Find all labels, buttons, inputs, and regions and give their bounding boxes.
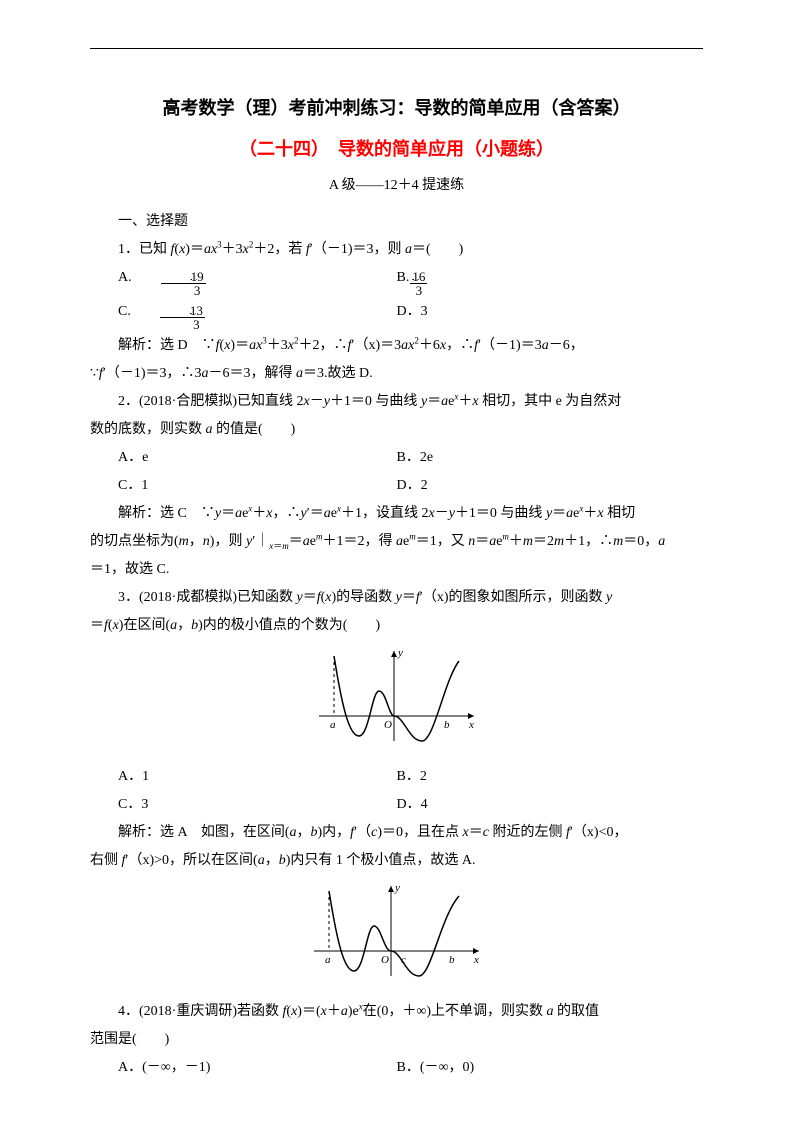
q4-opts-row1: A．(－∞，－1) B．(－∞，0) [90,1054,703,1082]
q1-optB: B.163 [397,264,704,298]
q3-solution-l1: 解析：选 A 如图，在区间(a，b)内，f′（c)＝0，且在点 x＝c 附近的左… [90,819,703,847]
title-main: 高考数学（理）考前冲刺练习：导数的简单应用（含答案） [90,90,703,126]
q2-stem-l2: 数的底数，则实数 a 的值是( ) [90,416,703,444]
q1-opts-row2: C.133 D．3 [90,298,703,332]
q3-optC: C．3 [90,791,397,819]
q2-opts-row2: C．1 D．2 [90,472,703,500]
svg-text:y: y [397,647,403,659]
svg-text:y: y [394,882,400,894]
q4-optB: B．(－∞，0) [397,1054,704,1082]
page: 高考数学（理）考前冲刺练习：导数的简单应用（含答案） （二十四） 导数的简单应用… [0,0,793,1122]
derivative-graph: y x O a b [314,646,479,746]
q1-solution-l1: 解析：选 D ∵f(x)＝ax3＋3x2＋2，∴f′（x)＝3ax2＋6x，∴f… [90,332,703,360]
q1-opts-row1: A.193 B.163 [90,264,703,298]
q2-solution-l3: ＝1，故选 C. [90,556,703,584]
svg-text:x: x [473,954,479,966]
q1-optC: C.133 [90,298,397,332]
q3-solution-l2: 右侧 f′（x)>0，所以在区间(a，b)内只有 1 个极小值点，故选 A. [90,847,703,875]
q3-optD: D．4 [397,791,704,819]
q2-optD: D．2 [397,472,704,500]
q2-optB: B．2e [397,444,704,472]
q2-solution-l1: 解析：选 C ∵y＝aex＋x，∴y′＝aex＋1，设直线 2x－y＋1＝0 与… [90,500,703,528]
q3-opts-row2: C．3 D．4 [90,791,703,819]
q3-optA: A．1 [90,763,397,791]
q2-opts-row1: A．e B．2e [90,444,703,472]
top-rule [90,48,703,49]
svg-text:b: b [449,954,455,966]
q2-optA: A．e [90,444,397,472]
svg-text:a: a [330,719,336,731]
q3-graph-2: y x O a b c [90,881,703,992]
q3-stem-l1: 3．(2018·成都模拟)已知函数 y＝f(x)的导函数 y＝f′（x)的图象如… [90,584,703,612]
level-label: A 级——12＋4 提速练 [90,172,703,200]
q1-solution-l2: ∵f′（－1)＝3，∴3a－6＝3，解得 a＝3.故选 D. [90,360,703,388]
q3-graph-1: y x O a b [90,646,703,757]
q1-stem: 1．已知 f(x)＝ax3＋3x2＋2，若 f′（－1)＝3，则 a＝( ) [90,236,703,264]
q3-stem-l2: ＝f(x)在区间(a，b)内的极小值点的个数为( ) [90,612,703,640]
derivative-graph-labeled: y x O a b c [309,881,484,981]
q1-optA: A.193 [90,264,397,298]
q2-stem-l1: 2．(2018·合肥模拟)已知直线 2x－y＋1＝0 与曲线 y＝aex＋x 相… [90,388,703,416]
svg-text:c: c [401,954,406,966]
svg-text:O: O [381,954,389,966]
q3-optB: B．2 [397,763,704,791]
q4-optA: A．(－∞，－1) [90,1054,397,1082]
q4-stem-l2: 范围是( ) [90,1026,703,1054]
q4-stem-l1: 4．(2018·重庆调研)若函数 f(x)＝(x＋a)ex在(0，＋∞)上不单调… [90,998,703,1026]
title-sub: （二十四） 导数的简单应用（小题练） [90,131,703,167]
q2-optC: C．1 [90,472,397,500]
svg-text:b: b [444,719,450,731]
section-heading: 一、选择题 [90,208,703,236]
q1-optD: D．3 [397,298,704,332]
svg-text:a: a [325,954,331,966]
q3-opts-row1: A．1 B．2 [90,763,703,791]
q2-solution-l2: 的切点坐标为(m，n)，则 y′｜x＝m＝aem＋1＝2，得 aem＝1，又 n… [90,528,703,556]
svg-text:O: O [384,719,392,731]
svg-text:x: x [468,719,474,731]
